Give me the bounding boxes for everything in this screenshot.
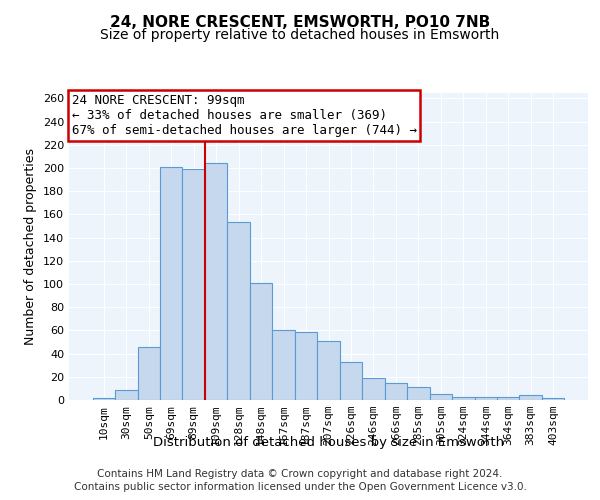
Bar [205, 164, 227, 400]
Text: 24, NORE CRESCENT, EMSWORTH, PO10 7NB: 24, NORE CRESCENT, EMSWORTH, PO10 7NB [110, 15, 490, 30]
Y-axis label: Number of detached properties: Number of detached properties [25, 148, 37, 345]
Bar [542, 398, 565, 400]
Bar [430, 394, 452, 400]
Bar [340, 362, 362, 400]
Bar [385, 382, 407, 400]
Text: Contains HM Land Registry data © Crown copyright and database right 2024.: Contains HM Land Registry data © Crown c… [97, 469, 503, 479]
Bar [317, 341, 340, 400]
Bar [475, 396, 497, 400]
Bar [250, 283, 272, 400]
Text: Size of property relative to detached houses in Emsworth: Size of property relative to detached ho… [100, 28, 500, 42]
Bar [115, 390, 137, 400]
Bar [182, 169, 205, 400]
Bar [92, 398, 115, 400]
Bar [227, 222, 250, 400]
Bar [520, 396, 542, 400]
Bar [295, 332, 317, 400]
Bar [497, 396, 520, 400]
Bar [362, 378, 385, 400]
Text: Contains public sector information licensed under the Open Government Licence v3: Contains public sector information licen… [74, 482, 526, 492]
Bar [160, 167, 182, 400]
Bar [452, 396, 475, 400]
Bar [407, 387, 430, 400]
Bar [137, 346, 160, 400]
Text: 24 NORE CRESCENT: 99sqm
← 33% of detached houses are smaller (369)
67% of semi-d: 24 NORE CRESCENT: 99sqm ← 33% of detache… [71, 94, 416, 137]
Text: Distribution of detached houses by size in Emsworth: Distribution of detached houses by size … [153, 436, 505, 449]
Bar [272, 330, 295, 400]
